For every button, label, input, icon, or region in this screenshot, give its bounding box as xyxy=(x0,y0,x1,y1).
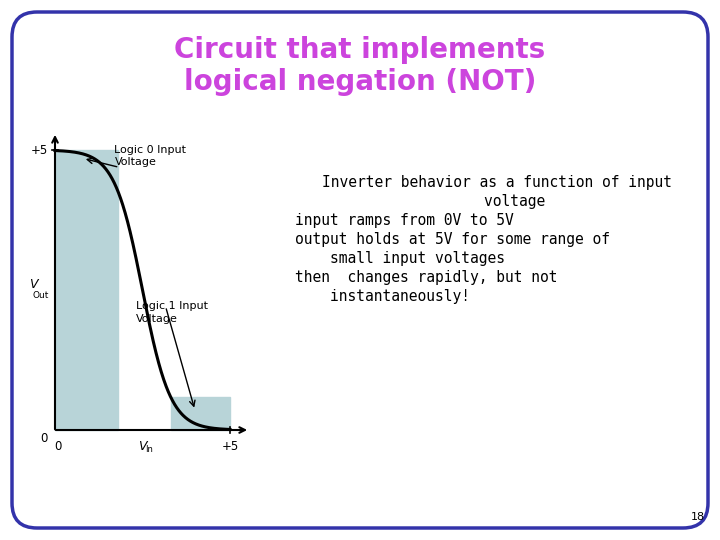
Text: logical negation (NOT): logical negation (NOT) xyxy=(184,68,536,96)
Text: +5: +5 xyxy=(31,144,48,157)
Text: V: V xyxy=(138,440,147,453)
Text: then  changes rapidly, but not: then changes rapidly, but not xyxy=(295,270,557,285)
Text: In: In xyxy=(145,445,153,454)
Text: 18: 18 xyxy=(691,512,705,522)
Text: Out: Out xyxy=(33,292,49,300)
Text: 0: 0 xyxy=(40,432,48,445)
Text: Inverter behavior as a function of input: Inverter behavior as a function of input xyxy=(323,175,672,190)
Text: Logic 0 Input
Voltage: Logic 0 Input Voltage xyxy=(114,145,186,167)
Text: Circuit that implements: Circuit that implements xyxy=(174,36,546,64)
Text: 0: 0 xyxy=(54,440,62,453)
Polygon shape xyxy=(171,396,230,430)
Text: output holds at 5V for some range of: output holds at 5V for some range of xyxy=(295,232,610,247)
Text: input ramps from 0V to 5V: input ramps from 0V to 5V xyxy=(295,213,514,228)
FancyBboxPatch shape xyxy=(12,12,708,528)
Text: small input voltages: small input voltages xyxy=(295,251,505,266)
Text: V: V xyxy=(29,279,37,292)
Text: voltage: voltage xyxy=(449,194,546,209)
Text: +5: +5 xyxy=(221,440,238,453)
Text: Logic 1 Input
Voltage: Logic 1 Input Voltage xyxy=(135,301,207,323)
Text: instantaneously!: instantaneously! xyxy=(295,289,470,304)
Polygon shape xyxy=(55,150,118,430)
